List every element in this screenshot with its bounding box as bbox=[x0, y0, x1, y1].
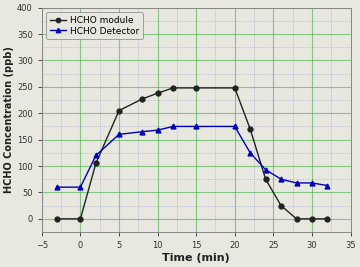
HCHO module bbox=[325, 217, 329, 221]
HCHO Detector bbox=[117, 133, 121, 136]
X-axis label: Time (min): Time (min) bbox=[162, 253, 230, 263]
Line: HCHO module: HCHO module bbox=[55, 85, 330, 221]
HCHO module bbox=[78, 217, 82, 221]
HCHO Detector bbox=[194, 125, 198, 128]
HCHO module bbox=[55, 217, 59, 221]
HCHO module bbox=[248, 127, 252, 131]
HCHO Detector bbox=[55, 186, 59, 189]
HCHO Detector bbox=[171, 125, 175, 128]
Legend: HCHO module, HCHO Detector: HCHO module, HCHO Detector bbox=[46, 12, 143, 39]
HCHO Detector bbox=[248, 151, 252, 154]
HCHO module bbox=[279, 204, 283, 207]
HCHO Detector bbox=[94, 154, 98, 157]
HCHO module bbox=[194, 86, 198, 89]
HCHO Detector bbox=[264, 168, 268, 171]
HCHO Detector bbox=[156, 128, 160, 132]
HCHO Detector bbox=[233, 125, 237, 128]
HCHO Detector bbox=[325, 184, 329, 187]
HCHO Detector bbox=[78, 186, 82, 189]
HCHO module bbox=[156, 92, 160, 95]
HCHO Detector bbox=[294, 181, 299, 184]
HCHO module bbox=[264, 178, 268, 181]
HCHO module bbox=[117, 109, 121, 112]
HCHO module bbox=[94, 162, 98, 165]
HCHO Detector bbox=[310, 181, 314, 184]
HCHO module bbox=[140, 97, 144, 101]
HCHO module bbox=[310, 217, 314, 221]
HCHO module bbox=[171, 86, 175, 89]
HCHO module bbox=[233, 86, 237, 89]
Y-axis label: HCHO Concentration (ppb): HCHO Concentration (ppb) bbox=[4, 46, 14, 193]
HCHO Detector bbox=[140, 130, 144, 133]
HCHO Detector bbox=[279, 178, 283, 181]
HCHO module bbox=[294, 217, 299, 221]
Line: HCHO Detector: HCHO Detector bbox=[55, 124, 330, 190]
